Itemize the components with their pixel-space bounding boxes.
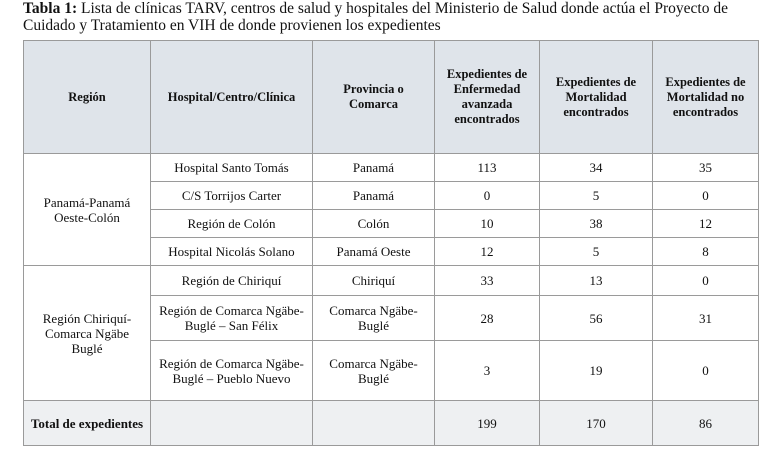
row: Región Chiriquí-Comarca Ngäbe Buglé Regió… — [23, 265, 759, 401]
row: Panamá-Panamá Oeste-Colón Hospital Santo … — [23, 153, 759, 266]
total-value: 86 — [652, 400, 759, 446]
region-cell: Región Chiriquí-Comarca Ngäbe Buglé — [23, 265, 151, 401]
header-row: Región Hospital/Centro/Clínica Provincia o… — [23, 40, 759, 154]
total-row: Total de expedientes 199 170 86 — [23, 400, 759, 446]
cell: 5 — [539, 237, 653, 266]
cell: 13 — [539, 265, 653, 296]
cell: 56 — [539, 295, 653, 341]
cell: 8 — [652, 237, 759, 266]
cell: 19 — [539, 340, 653, 401]
cell: Panamá — [312, 153, 435, 182]
empty-cell — [150, 400, 313, 446]
total-label: Total de expedientes — [23, 400, 151, 446]
cell: Región de Comarca Ngäbe-Buglé – San Féli… — [150, 295, 313, 341]
cell: C/S Torrijos Carter — [150, 181, 313, 210]
cell: Colón — [312, 209, 435, 238]
cell: 0 — [652, 181, 759, 210]
cell: Chiriquí — [312, 265, 435, 296]
cell: 35 — [652, 153, 759, 182]
table-body: Región Hospital/Centro/Clínica Provincia o… — [23, 40, 759, 446]
caption-label: Tabla 1: — [23, 0, 78, 17]
cell: 0 — [652, 340, 759, 401]
cell: 113 — [434, 153, 540, 182]
cell: Región de Colón — [150, 209, 313, 238]
cell: Panamá — [312, 181, 435, 210]
cell: 33 — [434, 265, 540, 296]
empty-cell — [312, 400, 435, 446]
cell: Panamá Oeste — [312, 237, 435, 266]
cell: 38 — [539, 209, 653, 238]
row: Región de Comarca Ngäbe-Buglé – San Féli… — [24, 295, 759, 341]
cell: 12 — [434, 237, 540, 266]
cell: Hospital Nicolás Solano — [150, 237, 313, 266]
cell: 31 — [652, 295, 759, 341]
header-cell: Hospital/Centro/Clínica — [150, 40, 313, 154]
total-value: 199 — [434, 400, 540, 446]
data-table: Región Hospital/Centro/Clínica Provincia o… — [23, 40, 759, 446]
cell: 3 — [434, 340, 540, 401]
cell: Región de Comarca Ngäbe-Buglé – Pueblo N… — [150, 340, 313, 401]
cell: 34 — [539, 153, 653, 182]
cell: Hospital Santo Tomás — [150, 153, 313, 182]
cell: 10 — [434, 209, 540, 238]
cell: 0 — [652, 265, 759, 296]
header-cell: Expedientes de Enfermedad avanzada encon… — [434, 40, 540, 154]
cell: 0 — [434, 181, 540, 210]
cell: 5 — [539, 181, 653, 210]
caption-text: Lista de clínicas TARV, centros de salud… — [23, 0, 728, 34]
row: Hospital Nicolás Solano Panamá Oeste 12 5 8 — [24, 237, 759, 266]
region-cell: Panamá-Panamá Oeste-Colón — [23, 153, 151, 266]
header-cell: Región — [23, 40, 151, 154]
header-cell: Provincia o Comarca — [312, 40, 435, 154]
total-value: 170 — [539, 400, 653, 446]
header-cell: Expedientes de Mortalidad encontrados — [539, 40, 653, 154]
cell: 28 — [434, 295, 540, 341]
cell: Comarca Ngäbe-Buglé — [312, 295, 435, 341]
cell: Comarca Ngäbe-Buglé — [312, 340, 435, 401]
caption: Tabla 1: Lista de clínicas TARV, centros… — [23, 0, 743, 34]
cell: 12 — [652, 209, 759, 238]
header-cell: Expedientes de Mortalidad no encontrados — [652, 40, 759, 154]
cell: Región de Chiriquí — [150, 265, 313, 296]
